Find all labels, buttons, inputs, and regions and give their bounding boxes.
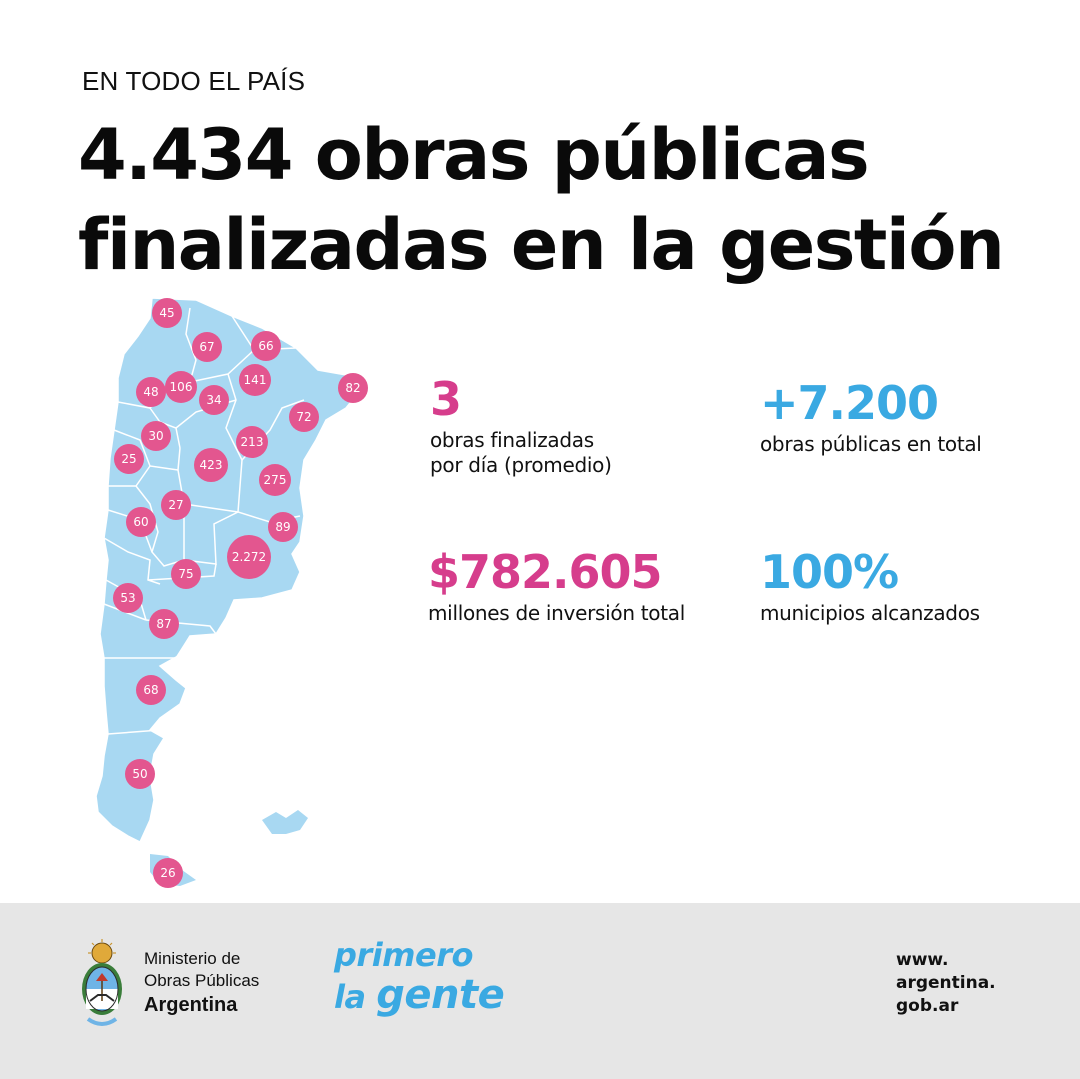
svg-text:26: 26 <box>160 866 175 880</box>
badge-la-pampa: 75 <box>171 559 201 589</box>
svg-text:89: 89 <box>275 520 290 534</box>
badge-tierra-del-fuego: 26 <box>153 858 183 888</box>
svg-text:75: 75 <box>178 567 193 581</box>
website-url[interactable]: www. argentina. gob.ar <box>896 949 996 1018</box>
ministry-line-1: Ministerio de <box>144 949 241 968</box>
badge-san-luis: 27 <box>161 490 191 520</box>
svg-text:60: 60 <box>133 515 148 529</box>
stat-total-value: +7.200 <box>760 376 939 430</box>
stat-per-day-label: obras finalizadas por día (promedio) <box>430 428 612 478</box>
slogan-line-1: primero <box>334 936 473 974</box>
badge-buenos-aires: 2.272 <box>227 535 271 579</box>
svg-text:48: 48 <box>143 385 158 399</box>
slogan-logo: primero la gente <box>334 935 505 1018</box>
svg-text:66: 66 <box>258 339 273 353</box>
badge-tucuman: 106 <box>165 371 197 403</box>
svg-text:34: 34 <box>206 393 221 407</box>
stat-total-label: obras públicas en total <box>760 432 982 456</box>
badge-formosa: 66 <box>251 331 281 361</box>
svg-text:68: 68 <box>143 683 158 697</box>
url-line-1: www. <box>896 950 949 970</box>
argentina-map: 45 67 66 82 141 48 106 34 72 30 213 25 4… <box>0 290 400 895</box>
badge-misiones: 82 <box>338 373 368 403</box>
headline-line-1: 4.434 obras públicas <box>78 114 870 196</box>
stat-investment-value: $782.605 <box>428 545 663 599</box>
badge-neuquen: 53 <box>113 583 143 613</box>
stat-per-day-value: 3 <box>430 372 462 426</box>
stat-investment-label: millones de inversión total <box>428 601 685 625</box>
stat-municipalities-label: municipios alcanzados <box>760 601 980 625</box>
badge-santiago: 34 <box>199 385 229 415</box>
badge-caba: 89 <box>268 512 298 542</box>
svg-text:275: 275 <box>264 473 287 487</box>
badge-la-rioja: 30 <box>141 421 171 451</box>
stat-per-day-label-line-1: obras finalizadas <box>430 428 594 452</box>
svg-text:53: 53 <box>120 591 135 605</box>
slogan-word-gente: gente <box>376 972 505 1018</box>
url-line-2: argentina. <box>896 973 996 993</box>
url-line-3: gob.ar <box>896 996 959 1016</box>
stat-per-day: 3 obras finalizadas por día (promedio) <box>430 374 612 478</box>
badge-chubut: 68 <box>136 675 166 705</box>
badge-santa-cruz: 50 <box>125 759 155 789</box>
svg-text:106: 106 <box>170 380 193 394</box>
badge-jujuy: 45 <box>152 298 182 328</box>
stat-investment: $782.605 millones de inversión total <box>428 547 685 626</box>
badge-corrientes: 72 <box>289 402 319 432</box>
badge-cordoba: 423 <box>194 448 228 482</box>
svg-text:50: 50 <box>132 767 147 781</box>
badge-mendoza: 60 <box>126 507 156 537</box>
svg-text:72: 72 <box>296 410 311 424</box>
stat-total: +7.200 obras públicas en total <box>760 378 982 457</box>
stat-per-day-label-line-2: por día (promedio) <box>430 453 612 477</box>
stat-municipalities: 100% municipios alcanzados <box>760 547 980 626</box>
svg-text:87: 87 <box>156 617 171 631</box>
argentina-map-svg: 45 67 66 82 141 48 106 34 72 30 213 25 4… <box>95 297 368 888</box>
headline: 4.434 obras públicas finalizadas en la g… <box>78 110 1038 290</box>
svg-text:213: 213 <box>241 435 264 449</box>
svg-text:67: 67 <box>199 340 214 354</box>
kicker-text: EN TODO EL PAÍS <box>82 66 306 96</box>
badge-chaco: 141 <box>239 364 271 396</box>
ministry-line-3: Argentina <box>144 994 238 1016</box>
badge-santa-fe: 213 <box>236 426 268 458</box>
svg-text:82: 82 <box>345 381 360 395</box>
badge-catamarca: 48 <box>136 377 166 407</box>
svg-text:423: 423 <box>200 458 223 472</box>
svg-text:25: 25 <box>121 452 136 466</box>
stat-municipalities-value: 100% <box>760 545 899 599</box>
svg-text:2.272: 2.272 <box>232 550 266 564</box>
ministry-line-2: Obras Públicas <box>144 971 260 990</box>
badge-salta: 67 <box>192 332 222 362</box>
badge-san-juan: 25 <box>114 444 144 474</box>
coat-of-arms-icon <box>82 939 122 1026</box>
province-badges: 45 67 66 82 141 48 106 34 72 30 213 25 4… <box>113 298 368 888</box>
svg-text:30: 30 <box>148 429 163 443</box>
badge-rio-negro: 87 <box>149 609 179 639</box>
badge-entre-rios: 275 <box>259 464 291 496</box>
headline-line-2: finalizadas en la gestión <box>78 204 1005 286</box>
slogan-line-2: la gente <box>334 972 505 1018</box>
ministry-text: Ministerio de Obras Públicas Argentina <box>144 948 344 1018</box>
svg-text:27: 27 <box>168 498 183 512</box>
svg-text:45: 45 <box>159 306 174 320</box>
footer: Ministerio de Obras Públicas Argentina p… <box>0 903 1080 1079</box>
svg-text:141: 141 <box>244 373 267 387</box>
map-malvinas <box>262 810 308 834</box>
slogan-word-la: la <box>334 978 366 1016</box>
